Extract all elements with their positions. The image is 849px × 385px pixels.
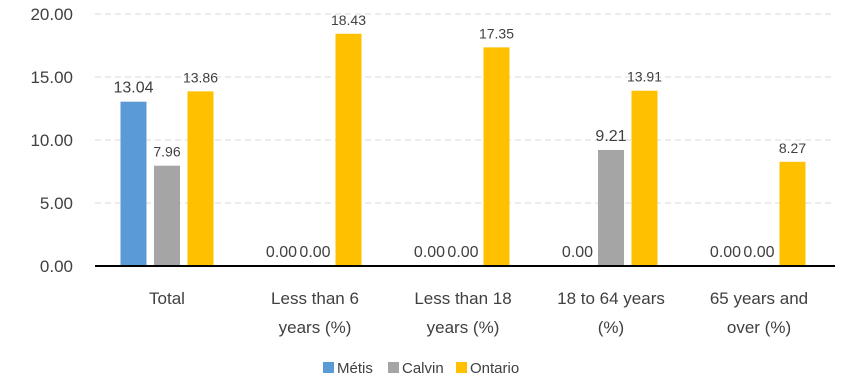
data-label: 18.43	[331, 12, 366, 28]
data-label: 0.00	[299, 244, 330, 261]
data-label: 17.35	[479, 25, 514, 41]
data-label: 13.86	[183, 69, 218, 85]
legend-label: Ontario	[470, 360, 519, 377]
x-tick-label: Less than 18	[414, 289, 511, 308]
bar	[598, 149, 624, 266]
x-tick-label: 65 years and	[710, 289, 808, 308]
data-label: 13.91	[627, 69, 662, 85]
data-label: 0.00	[562, 244, 593, 261]
legend-swatch	[456, 362, 467, 373]
bar	[483, 47, 510, 266]
x-tick-label: 18 to 64 years	[557, 289, 665, 308]
data-label: 0.00	[710, 244, 741, 261]
gridlines	[95, 13, 835, 204]
x-tick-label: years (%)	[279, 318, 352, 337]
x-tick-label: over (%)	[727, 318, 791, 337]
y-tick-label: 10.00	[30, 131, 73, 150]
y-tick-label: 5.00	[40, 194, 73, 213]
bars	[120, 33, 806, 267]
x-tick-label: Less than 6	[271, 289, 359, 308]
data-label: 7.96	[153, 144, 180, 160]
x-axis: Total Less than 6 years (%) Less than 18 yea…	[149, 289, 808, 337]
bar	[120, 101, 147, 266]
bar	[779, 161, 806, 266]
data-label: 0.00	[743, 244, 774, 261]
legend-swatch	[388, 362, 399, 373]
x-tick-label: (%)	[598, 318, 624, 337]
bar	[154, 165, 180, 266]
data-label: 8.27	[779, 140, 806, 156]
y-tick-label: 15.00	[30, 68, 73, 87]
y-tick-label: 20.00	[30, 5, 73, 24]
legend-label: Métis	[337, 360, 373, 377]
legend-label: Calvin	[402, 360, 444, 377]
bar	[187, 91, 214, 266]
legend-swatch	[323, 362, 334, 373]
data-label: 0.00	[266, 244, 297, 261]
y-tick-label: 0.00	[40, 257, 73, 276]
data-label: 9.21	[595, 128, 626, 145]
data-label: 0.00	[447, 244, 478, 261]
data-label: 13.04	[113, 80, 153, 97]
x-tick-label: years (%)	[427, 318, 500, 337]
legend: Métis Calvin Ontario	[323, 360, 519, 377]
y-axis: 0.00 5.00 10.00 15.00 20.00	[30, 5, 73, 276]
x-tick-label: Total	[149, 289, 185, 308]
bar	[631, 90, 658, 266]
data-label: 0.00	[414, 244, 445, 261]
bar	[335, 33, 362, 267]
